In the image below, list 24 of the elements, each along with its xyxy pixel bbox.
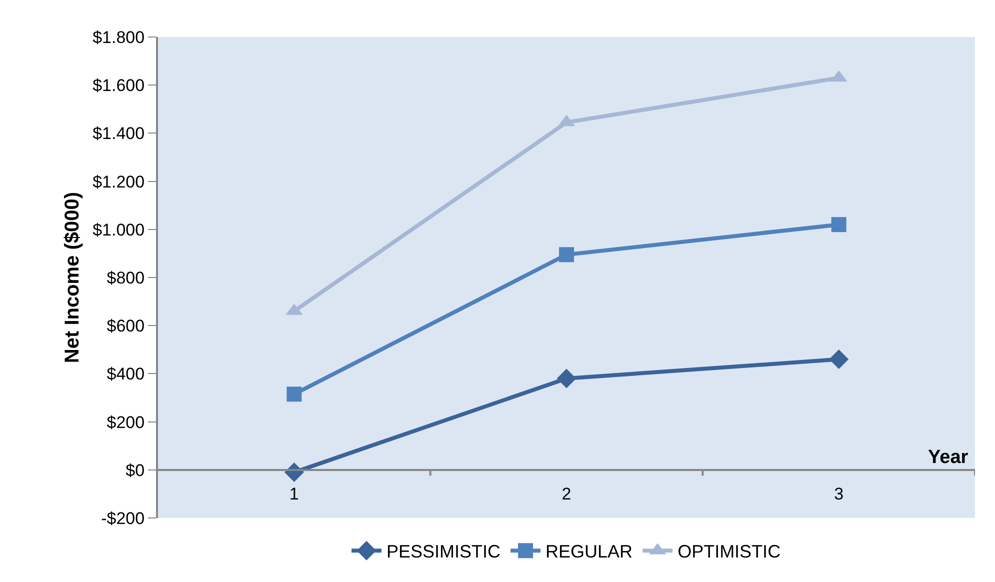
y-tick-label: $1.800 (92, 28, 145, 47)
point (286, 386, 302, 402)
y-tick-label: -$200 (101, 508, 145, 528)
y-tick-label: $1.600 (92, 76, 145, 96)
legend-label: PESSIMISTIC (386, 542, 501, 562)
x-axis-title: Year (928, 447, 969, 468)
y-tick-label: $600 (106, 316, 145, 336)
point (829, 350, 849, 370)
y-tick-label: $400 (106, 364, 145, 384)
y-axis-title: Net Income ($000) (62, 192, 84, 364)
point (559, 247, 574, 262)
y-tick-label: $800 (106, 268, 145, 288)
x-tick-label: 3 (834, 484, 844, 504)
point (831, 217, 846, 232)
y-tick-label: $1.400 (92, 124, 145, 144)
y-tick-label: $200 (106, 412, 145, 432)
y-tick-label: $0 (126, 460, 145, 480)
y-tick-label: $1.000 (92, 220, 145, 240)
y-tick-label: $1.200 (92, 172, 145, 192)
point (556, 368, 576, 388)
x-tick-label: 2 (562, 484, 572, 504)
x-tick-label: 1 (289, 484, 299, 504)
legend-label: REGULAR (546, 542, 633, 562)
legend-label: OPTIMISTIC (678, 542, 781, 562)
